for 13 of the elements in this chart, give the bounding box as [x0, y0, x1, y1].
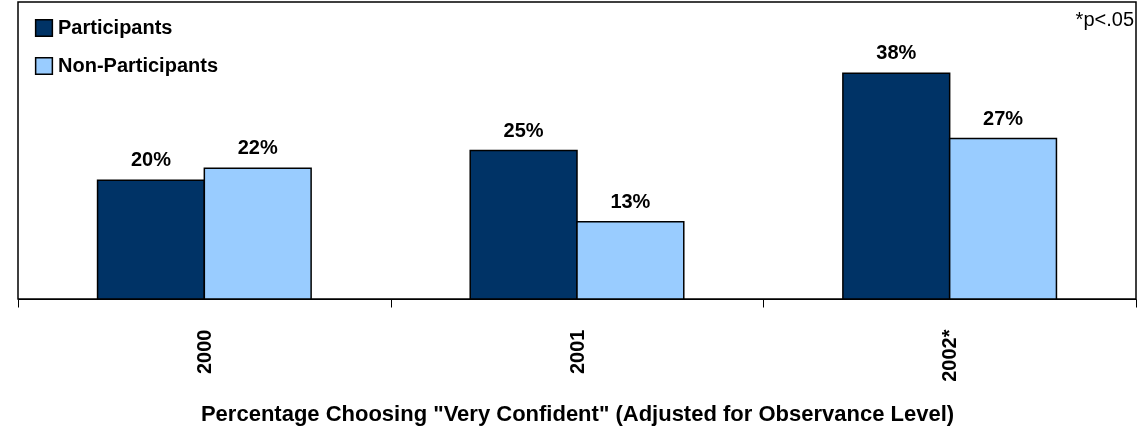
data-label: 22%: [237, 136, 278, 159]
data-label: 13%: [610, 189, 651, 212]
data-label: 38%: [876, 41, 917, 64]
legend-label: Participants: [58, 16, 173, 38]
annotation: *p<.05: [1075, 8, 1134, 30]
x-axis-title: Percentage Choosing "Very Confident" (Adjusted for Observance Level): [200, 400, 955, 426]
legend-label: Non-Participants: [58, 54, 219, 76]
x-tick-label: 2000: [192, 329, 215, 374]
data-label: 20%: [130, 148, 172, 171]
data-label: 27%: [983, 106, 1024, 129]
x-tick-label: 2001: [565, 329, 588, 374]
data-label: 25%: [503, 118, 544, 141]
x-tick-label: 2002*: [938, 329, 961, 382]
